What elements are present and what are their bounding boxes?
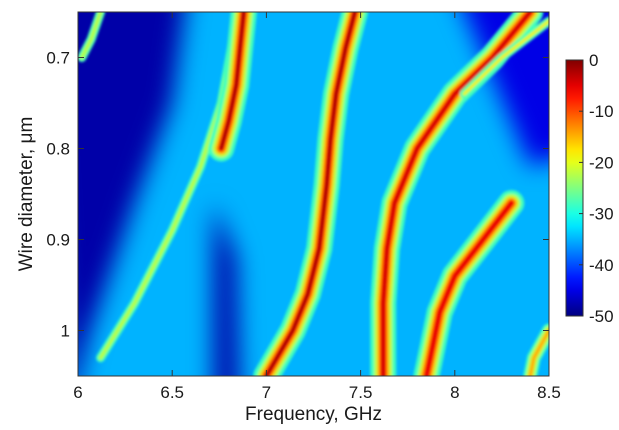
resonance-branch-5	[370, 12, 544, 376]
colorbar-tick-label: 0	[589, 51, 598, 70]
resonance-branch-8	[523, 323, 549, 376]
x-tick-label: 6	[73, 383, 82, 402]
colorbar-tick-label: -30	[589, 205, 614, 224]
x-tick-label: 8.5	[537, 383, 561, 402]
x-tick-label: 7.5	[349, 383, 373, 402]
y-axis-ticks: 0.7 0.8 0.9 1	[46, 49, 549, 341]
colorbar-tick-label: -10	[589, 102, 614, 121]
resonance-branch-4	[253, 12, 368, 376]
resonance-branches	[78, 12, 549, 376]
colorbar: 0 -10 -20 -30 -40 -50	[565, 51, 614, 326]
y-tick-label: 1	[61, 322, 70, 341]
resonance-branch-6	[459, 16, 549, 99]
low-region-lower-middle	[213, 203, 239, 376]
low-region-lower-left	[78, 12, 185, 376]
x-tick-label: 6.5	[160, 383, 184, 402]
resonance-branch-7	[413, 190, 525, 376]
y-axis-label: Wire diameter, μm	[16, 117, 37, 272]
plot-frame	[77, 11, 550, 377]
y-tick-label: 0.7	[46, 49, 70, 68]
x-tick-label: 7	[262, 383, 271, 402]
resonance-branch-1	[78, 12, 106, 62]
y-tick-label: 0.8	[46, 140, 70, 159]
colorbar-tick-label: -20	[589, 153, 614, 172]
x-tick-label: 8	[450, 383, 459, 402]
resonance-branch-3	[208, 12, 257, 162]
colorbar-gradient	[565, 59, 584, 317]
x-axis-label: Frequency, GHz	[245, 404, 382, 425]
colorbar-tick-label: -40	[589, 256, 614, 275]
colorbar-ticks: 0 -10 -20 -30 -40 -50	[579, 51, 614, 326]
y-tick-label: 0.9	[46, 231, 70, 250]
plot-area	[78, 12, 549, 376]
x-axis-ticks: 6 6.5 7 7.5 8 8.5	[73, 12, 561, 402]
colorbar-tick-label: -50	[589, 307, 614, 326]
